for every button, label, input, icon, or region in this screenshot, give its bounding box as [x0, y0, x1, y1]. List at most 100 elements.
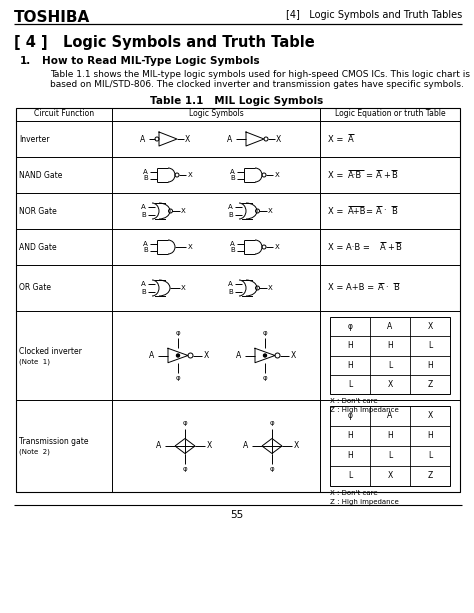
Text: B: B	[143, 248, 148, 254]
Text: (Note  2): (Note 2)	[19, 449, 50, 455]
Text: X: X	[291, 351, 296, 360]
Text: φ: φ	[270, 421, 274, 427]
Text: +: +	[387, 243, 394, 251]
Text: φ: φ	[182, 421, 187, 427]
Text: Clocked inverter: Clocked inverter	[19, 347, 82, 356]
Text: X =: X =	[328, 134, 346, 143]
Text: B: B	[228, 212, 233, 218]
Text: X: X	[428, 322, 433, 331]
Text: H: H	[387, 432, 393, 441]
Text: L: L	[428, 341, 432, 351]
Text: X : Don't care: X : Don't care	[330, 490, 378, 496]
Text: X: X	[268, 208, 273, 214]
Text: A: A	[236, 351, 241, 360]
Text: H: H	[427, 432, 433, 441]
Text: A: A	[376, 170, 382, 180]
Text: H: H	[347, 360, 353, 370]
Text: X = A+B =: X = A+B =	[328, 283, 377, 292]
Text: B: B	[141, 289, 146, 295]
Text: X: X	[387, 471, 392, 481]
Text: L: L	[348, 380, 352, 389]
Text: X: X	[428, 411, 433, 421]
Text: Transmission gate: Transmission gate	[19, 438, 89, 446]
Text: How to Read MIL-Type Logic Symbols: How to Read MIL-Type Logic Symbols	[42, 56, 260, 66]
Text: X: X	[188, 244, 193, 250]
Text: Z: Z	[428, 471, 433, 481]
Text: A: A	[387, 411, 392, 421]
Text: 55: 55	[230, 510, 244, 520]
Text: NOR Gate: NOR Gate	[19, 207, 57, 216]
Text: Table 1.1   MIL Logic Symbols: Table 1.1 MIL Logic Symbols	[150, 96, 324, 106]
Text: Logic Symbols: Logic Symbols	[189, 109, 243, 118]
Text: X: X	[275, 172, 280, 178]
Text: φ: φ	[347, 322, 353, 331]
Text: Inverter: Inverter	[19, 134, 49, 143]
Text: X: X	[387, 380, 392, 389]
Text: Z : High impedance: Z : High impedance	[330, 499, 399, 505]
Text: X: X	[181, 208, 186, 214]
Text: B: B	[230, 175, 235, 181]
Circle shape	[264, 354, 266, 357]
Text: A: A	[378, 283, 384, 292]
Text: =: =	[366, 170, 375, 180]
Text: L: L	[428, 452, 432, 460]
Text: A: A	[376, 207, 382, 216]
Text: φ: φ	[263, 330, 267, 337]
Text: A: A	[143, 169, 148, 175]
Text: A: A	[387, 322, 392, 331]
Text: L: L	[388, 360, 392, 370]
Text: X: X	[294, 441, 299, 451]
Text: A: A	[228, 204, 233, 210]
Text: Circuit Function: Circuit Function	[34, 109, 94, 118]
Text: TOSHIBA: TOSHIBA	[14, 10, 90, 25]
Text: H: H	[347, 432, 353, 441]
Circle shape	[176, 354, 180, 357]
Text: 1.: 1.	[20, 56, 31, 66]
Text: [4]   Logic Symbols and Truth Tables: [4] Logic Symbols and Truth Tables	[286, 10, 462, 20]
Text: A: A	[149, 351, 154, 360]
Text: X = A·B =: X = A·B =	[328, 243, 373, 251]
Text: A: A	[228, 281, 233, 287]
Text: A: A	[227, 134, 232, 143]
Text: +: +	[383, 170, 390, 180]
Text: ·: ·	[385, 283, 388, 292]
Text: X: X	[207, 441, 212, 451]
Text: X: X	[181, 285, 186, 291]
Text: φ: φ	[263, 375, 267, 381]
Text: X: X	[275, 244, 280, 250]
Text: OR Gate: OR Gate	[19, 283, 51, 292]
Text: Logic Equation or truth Table: Logic Equation or truth Table	[335, 109, 445, 118]
Text: B: B	[391, 207, 397, 216]
Text: B: B	[228, 289, 233, 295]
Text: H: H	[347, 341, 353, 351]
Text: L: L	[388, 452, 392, 460]
Text: [ 4 ]   Logic Symbols and Truth Table: [ 4 ] Logic Symbols and Truth Table	[14, 35, 315, 50]
Text: X : Don't care: X : Don't care	[330, 398, 378, 404]
Text: Z: Z	[428, 380, 433, 389]
Text: X =: X =	[328, 207, 346, 216]
Text: B: B	[143, 175, 148, 181]
Text: B: B	[391, 170, 397, 180]
Text: AND Gate: AND Gate	[19, 243, 56, 251]
Text: X: X	[188, 172, 193, 178]
Text: X: X	[185, 134, 190, 143]
Text: A: A	[140, 134, 145, 143]
Text: A+B: A+B	[348, 207, 366, 216]
Text: based on MIL/STD-806. The clocked inverter and transmission gates have specific : based on MIL/STD-806. The clocked invert…	[50, 80, 464, 89]
Text: φ: φ	[270, 465, 274, 471]
Text: A·B: A·B	[348, 170, 362, 180]
Text: X =: X =	[328, 170, 346, 180]
Text: B: B	[393, 283, 399, 292]
Text: A: A	[348, 134, 354, 143]
Text: H: H	[387, 341, 393, 351]
Text: B: B	[395, 243, 401, 251]
Text: L: L	[348, 471, 352, 481]
Text: A: A	[141, 204, 146, 210]
Text: φ: φ	[176, 375, 180, 381]
Text: H: H	[347, 452, 353, 460]
Text: (Note  1): (Note 1)	[19, 358, 50, 365]
Text: ·: ·	[383, 207, 386, 216]
Text: B: B	[230, 248, 235, 254]
Text: X: X	[268, 285, 273, 291]
Text: A: A	[141, 281, 146, 287]
